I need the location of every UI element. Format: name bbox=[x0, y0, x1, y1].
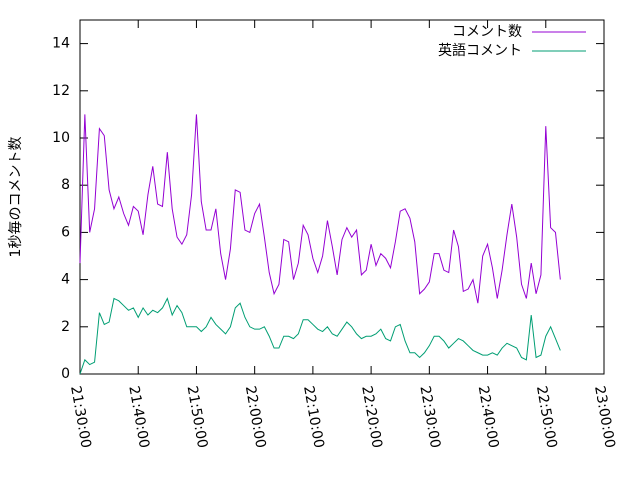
y-tick-label: 0 bbox=[61, 366, 70, 382]
x-tick-label: 22:20:00 bbox=[358, 385, 385, 450]
legend-label: コメント数 bbox=[452, 24, 522, 40]
y-axis-label: 1秒毎のコメント数 bbox=[8, 137, 24, 258]
plot-frame bbox=[79, 19, 605, 375]
x-tick-label: 22:30:00 bbox=[416, 385, 443, 450]
x-tick-label: 22:00:00 bbox=[242, 385, 269, 450]
y-tick-label: 14 bbox=[52, 36, 70, 52]
x-tick-label: 22:50:00 bbox=[533, 385, 560, 450]
data-line bbox=[79, 114, 561, 304]
x-tick-label: 21:40:00 bbox=[125, 385, 152, 450]
y-tick-label: 8 bbox=[61, 177, 70, 193]
x-tick-label: 21:30:00 bbox=[67, 385, 94, 450]
x-tick-label: 21:50:00 bbox=[184, 385, 211, 450]
y-tick-label: 10 bbox=[52, 130, 70, 146]
x-tick-label: 23:00:00 bbox=[591, 385, 618, 450]
y-tick-label: 12 bbox=[52, 83, 70, 99]
y-tick-label: 6 bbox=[61, 224, 70, 240]
x-tick-label: 22:10:00 bbox=[300, 385, 327, 450]
data-line bbox=[79, 297, 561, 375]
y-tick-label: 4 bbox=[61, 272, 70, 288]
x-tick-label: 22:40:00 bbox=[475, 385, 502, 450]
y-tick-label: 2 bbox=[61, 319, 70, 335]
legend-label: 英語コメント bbox=[438, 42, 522, 59]
